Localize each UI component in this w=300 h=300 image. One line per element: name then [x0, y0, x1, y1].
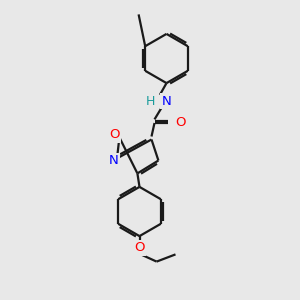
- Text: O: O: [175, 116, 185, 130]
- Text: N: N: [109, 154, 119, 167]
- Text: N: N: [161, 95, 171, 108]
- Text: H: H: [146, 95, 155, 108]
- Text: O: O: [109, 128, 119, 142]
- Text: O: O: [134, 241, 145, 254]
